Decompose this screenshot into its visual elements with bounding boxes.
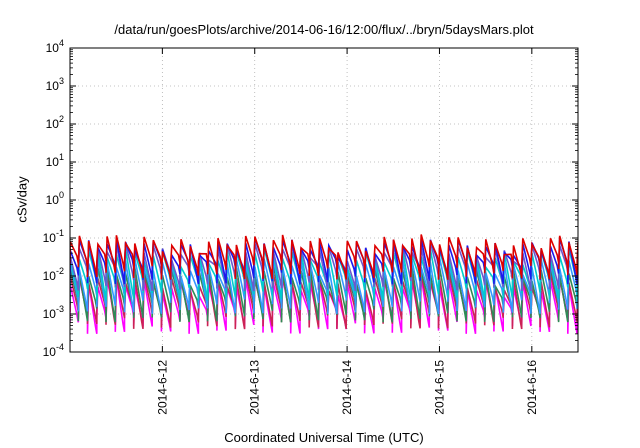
y-tick-label: 102	[46, 114, 64, 131]
x-tick-label: 2014-6-12	[155, 360, 169, 415]
chart-title: /data/run/goesPlots/archive/2014-06-16/1…	[114, 22, 534, 37]
series-group	[70, 234, 578, 334]
x-tick-label: 2014-6-14	[340, 360, 354, 415]
y-tick-label: 101	[46, 152, 64, 169]
x-tick-label: 2014-6-13	[248, 360, 262, 415]
y-tick-label: 104	[46, 38, 64, 55]
y-tick-label: 103	[46, 76, 64, 93]
y-tick-label: 10-1	[43, 228, 64, 245]
series-line-7	[70, 234, 578, 280]
x-tick-label: 2014-6-16	[525, 360, 539, 415]
y-tick-label: 10-4	[43, 342, 64, 359]
x-axis-label: Coordinated Universal Time (UTC)	[224, 430, 424, 445]
y-tick-label: 10-2	[43, 266, 64, 283]
y-tick-label: 10-3	[43, 304, 64, 321]
y-tick-label: 100	[46, 190, 64, 207]
axes-group: 10-4 10-3 10-2 10-1 100 101 102 103 104 2014-6-12…	[43, 38, 579, 415]
x-tick-label: 2014-6-15	[432, 360, 446, 415]
